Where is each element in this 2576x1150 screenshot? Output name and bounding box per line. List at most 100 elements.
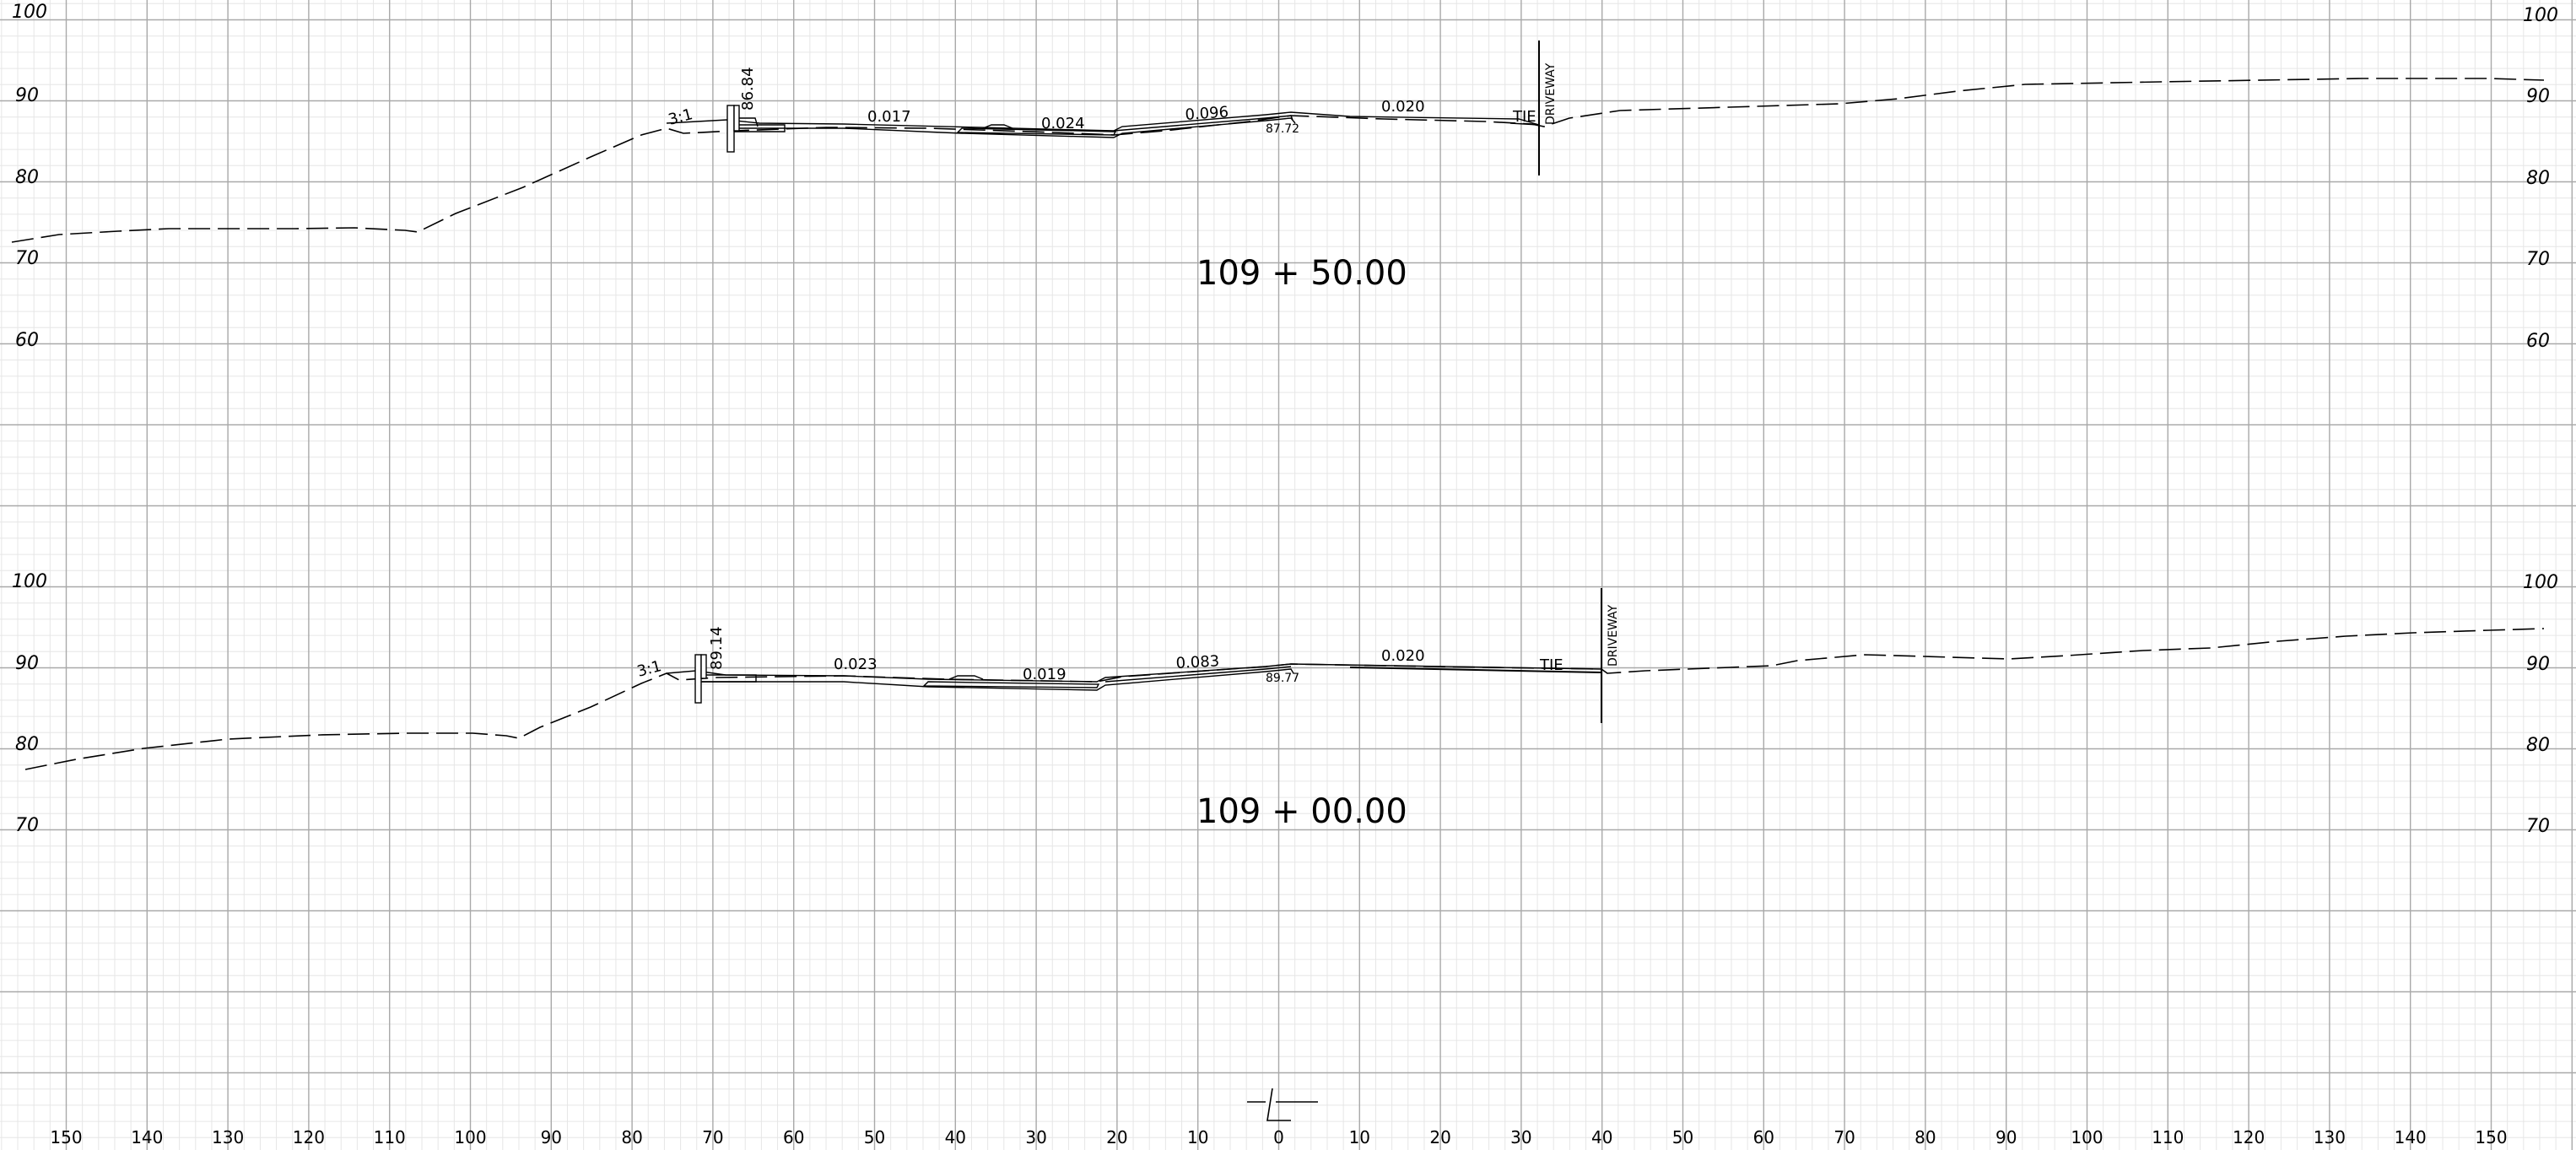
- pavement-layer-line: [1104, 666, 1292, 683]
- elevation-label: 100: [12, 2, 47, 23]
- elevation-label: 90: [15, 653, 39, 674]
- curb-elevation-label: 86.84: [739, 67, 757, 111]
- slope-label: 0.017: [867, 108, 911, 126]
- pavement-layer-line: [982, 124, 1013, 129]
- slope-label: 3:1: [667, 105, 694, 129]
- pavement-top-line: [666, 663, 1602, 683]
- slope-label: 0.023: [834, 656, 878, 673]
- tie-line: [1349, 667, 1602, 673]
- x-axis-label: 110: [2152, 1127, 2184, 1147]
- x-axis-label: 140: [2395, 1127, 2427, 1147]
- pavement-layer-line: [948, 675, 984, 680]
- x-axis-label: 90: [541, 1127, 562, 1147]
- section-109-00: 100 90 80 70 100 90 80 70 3:1 89.14 0: [12, 571, 2558, 837]
- gutter-line: [739, 117, 759, 127]
- centerline-elevation-label: 89.77: [1266, 672, 1299, 685]
- x-axis-labels: 150 140 130 120 110 100 90 80 70 60 50 40 30 20 10 0 10 2…: [50, 1127, 2507, 1147]
- x-axis-label: 10: [1187, 1127, 1208, 1147]
- x-axis-label: 80: [621, 1127, 642, 1147]
- elevation-label: 80: [15, 734, 39, 755]
- slope-label: 0.096: [1185, 103, 1229, 124]
- x-axis-label: 150: [50, 1127, 82, 1147]
- existing-ground-line: [11, 78, 2545, 243]
- elevation-labels-left: 100 90 80 70 60: [12, 2, 47, 351]
- x-axis-label: 40: [945, 1127, 966, 1147]
- pavement-layer-line: [922, 681, 1100, 688]
- x-axis-label: 100: [454, 1127, 486, 1147]
- sidewalk-slab: [702, 674, 757, 683]
- x-axis-label: 0: [1273, 1127, 1284, 1147]
- x-axis-label: 20: [1106, 1127, 1127, 1147]
- pavement-layer-line: [1113, 115, 1293, 132]
- curb: [726, 105, 759, 153]
- elevation-label: 80: [2526, 735, 2550, 756]
- x-axis-label: 20: [1429, 1127, 1450, 1147]
- elevation-label: 100: [2523, 5, 2558, 26]
- curb-elevation-label: 89.14: [708, 626, 726, 670]
- elevation-label: 70: [15, 815, 39, 836]
- elevation-label: 90: [2526, 654, 2550, 675]
- pavement-layer-line: [956, 127, 1117, 136]
- sidewalk-slab: [727, 124, 786, 132]
- proposed-roadway: [666, 663, 1602, 691]
- station-label: 109 + 50.00: [1196, 254, 1407, 293]
- curb-top: [700, 654, 707, 679]
- elevation-labels-right: 100 90 80 70: [2523, 572, 2558, 837]
- elevation-label: 60: [2526, 331, 2550, 352]
- tie-line: [1509, 122, 1540, 126]
- slope-label: 0.083: [1175, 652, 1220, 672]
- slope-label: 0.020: [1381, 98, 1425, 116]
- centerline-elevation-label: 87.72: [1266, 122, 1299, 136]
- elevation-label: 70: [15, 248, 39, 269]
- elevation-label: 100: [12, 571, 47, 592]
- driveway-label: DRIVEWAY: [1607, 604, 1620, 667]
- x-axis-label: 10: [1349, 1127, 1370, 1147]
- x-axis-label: 30: [1510, 1127, 1531, 1147]
- x-axis-label: 70: [702, 1127, 723, 1147]
- x-axis-label: 100: [2071, 1127, 2103, 1147]
- elevation-label: 90: [2526, 86, 2550, 107]
- x-axis-label: 110: [374, 1127, 406, 1147]
- x-axis-label: 130: [212, 1127, 244, 1147]
- x-axis-label: 60: [783, 1127, 804, 1147]
- x-axis-label: 50: [1672, 1127, 1693, 1147]
- x-axis-label: 50: [864, 1127, 885, 1147]
- pavement-bottom-line: [727, 117, 1296, 138]
- slope-label: 0.024: [1041, 115, 1085, 132]
- driveway-label: DRIVEWAY: [1544, 62, 1558, 125]
- slope-label: 0.019: [1023, 666, 1067, 683]
- station-label: 109 + 00.00: [1196, 792, 1407, 831]
- x-axis-label: 40: [1591, 1127, 1612, 1147]
- elevation-label: 90: [15, 85, 39, 106]
- centerline-symbol: [1247, 1088, 1318, 1121]
- x-axis-label: 90: [1995, 1127, 2017, 1147]
- curb-face: [694, 654, 702, 704]
- curb: [694, 654, 707, 704]
- slope-label: 3:1: [635, 657, 663, 681]
- elevation-label: 70: [2526, 249, 2550, 270]
- tie-label: TIE: [1512, 108, 1536, 126]
- elevation-labels-right: 100 90 80 70 60: [2523, 5, 2558, 352]
- elevation-label: 70: [2526, 816, 2550, 837]
- x-axis-label: 140: [131, 1127, 163, 1147]
- x-axis-label: 120: [293, 1127, 325, 1147]
- x-axis-label: 150: [2475, 1127, 2507, 1147]
- proposed-roadway: [666, 111, 1540, 138]
- elevation-label: 80: [2526, 168, 2550, 189]
- slope-label: 0.020: [1381, 647, 1425, 665]
- elevation-label: 60: [15, 330, 39, 351]
- x-axis-label: 130: [2314, 1127, 2346, 1147]
- pavement-top-line: [666, 111, 1540, 132]
- x-axis-label: 120: [2233, 1127, 2265, 1147]
- x-axis-label: 80: [1914, 1127, 1936, 1147]
- x-axis-label: 60: [1753, 1127, 1774, 1147]
- tie-label: TIE: [1539, 656, 1563, 674]
- x-axis-label: 30: [1025, 1127, 1046, 1147]
- pavement-bottom-line: [696, 668, 1294, 691]
- curb-face: [726, 105, 735, 153]
- x-axis-label: 70: [1833, 1127, 1855, 1147]
- elevation-label: 100: [2523, 572, 2558, 593]
- elevation-label: 80: [15, 167, 39, 188]
